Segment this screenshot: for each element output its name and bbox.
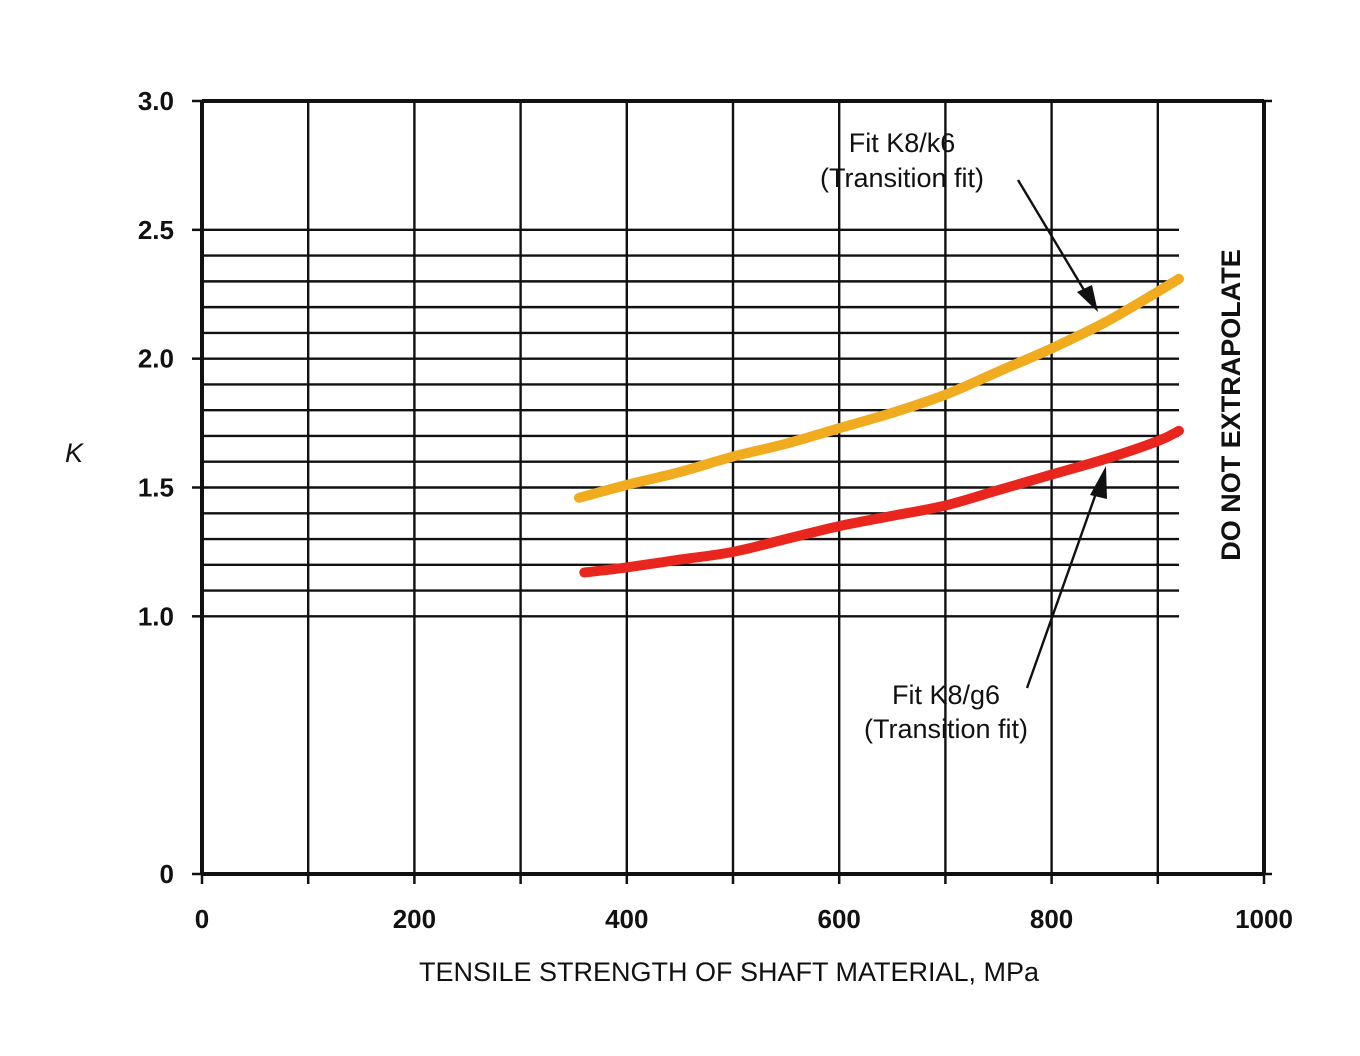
y-tick-label: 1.0 — [138, 601, 174, 631]
x-tick-label: 200 — [393, 904, 436, 934]
series-line-1 — [574, 273, 1184, 503]
annotation-leader — [1016, 179, 1092, 301]
annotation-arrowhead — [1090, 466, 1107, 499]
annotation-arrowhead — [1077, 285, 1098, 312]
x-tick-label: 400 — [605, 904, 648, 934]
x-tick-label: 800 — [1030, 904, 1073, 934]
x-tick-label: 0 — [195, 904, 209, 934]
side-note: DO NOT EXTRAPOLATE — [1216, 249, 1246, 561]
x-tick-label: 600 — [818, 904, 861, 934]
annotation-label: (Transition fit) — [820, 163, 984, 193]
y-tick-label: 3.0 — [138, 86, 174, 116]
annotations: Fit K8/k6 (Transition fit) Fit K8/g6 (Trans… — [820, 128, 1246, 744]
y-tick-label: 2.0 — [138, 344, 174, 374]
y-tick-label: 0 — [160, 859, 174, 889]
x-tick-label: 1000 — [1235, 904, 1293, 934]
annotation-leader — [1025, 481, 1102, 689]
series-layer — [574, 273, 1184, 578]
y-axis-title: K — [65, 438, 84, 468]
grid — [202, 101, 1180, 874]
annotation-label: (Transition fit) — [864, 714, 1028, 744]
y-tick-label: 1.5 — [138, 473, 174, 503]
axes: 0 200 400 600 800 1000 0 1.0 1.5 2.0 2.5 3.0 TENSILE… — [65, 86, 1293, 987]
annotation-label: Fit K8/k6 — [849, 128, 956, 158]
y-tick-label: 2.5 — [138, 215, 174, 245]
series-line-2 — [579, 425, 1184, 578]
annotation-label: Fit K8/g6 — [892, 680, 1000, 710]
x-axis-title: TENSILE STRENGTH OF SHAFT MATERIAL, MPa — [419, 957, 1040, 987]
